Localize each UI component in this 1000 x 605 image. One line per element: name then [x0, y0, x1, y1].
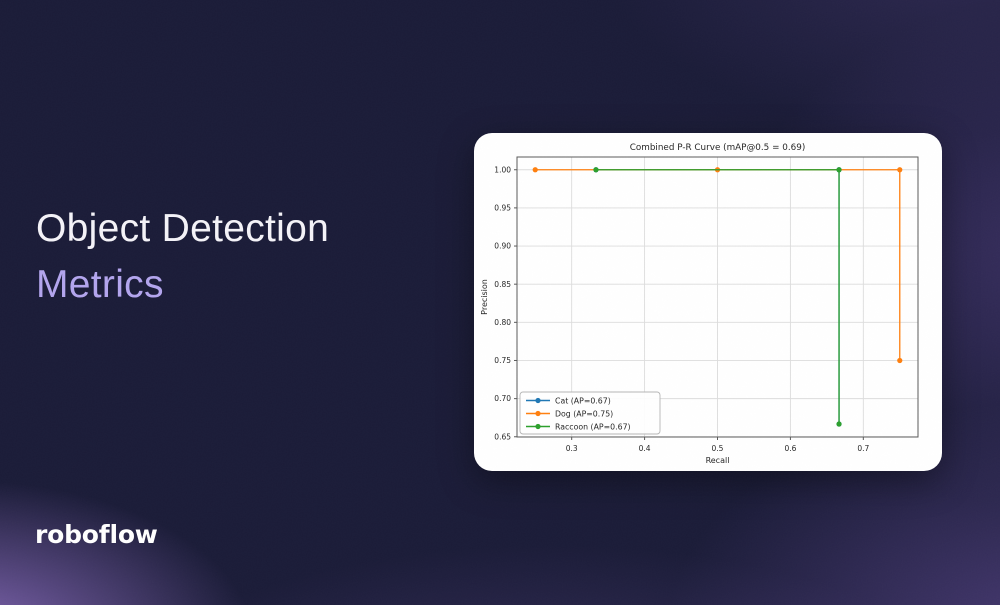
svg-text:0.75: 0.75: [494, 356, 511, 365]
svg-text:Raccoon (AP=0.67): Raccoon (AP=0.67): [555, 422, 631, 431]
chart-card: 0.3 0.4 0.5 0.6 0.7 Recall 0.65 0.70 0.75 0.80 0.8…: [474, 133, 942, 471]
legend-item: Dog (AP=0.75): [526, 409, 613, 418]
svg-text:0.70: 0.70: [494, 394, 511, 403]
svg-text:0.6: 0.6: [784, 444, 796, 453]
svg-text:1.00: 1.00: [494, 165, 511, 174]
x-axis: 0.3 0.4 0.5 0.6 0.7 Recall: [566, 437, 870, 465]
y-axis-label: Precision: [480, 279, 489, 315]
x-axis-label: Recall: [706, 456, 730, 465]
svg-text:Cat (AP=0.67): Cat (AP=0.67): [555, 396, 611, 405]
series-raccoon: [593, 167, 842, 427]
pr-curve-chart: 0.3 0.4 0.5 0.6 0.7 Recall 0.65 0.70 0.75 0.80 0.8…: [480, 143, 919, 465]
svg-text:0.90: 0.90: [494, 242, 511, 251]
legend-item: Raccoon (AP=0.67): [526, 422, 631, 431]
title-line-2: Metrics: [36, 263, 164, 306]
svg-text:0.85: 0.85: [494, 280, 511, 289]
svg-text:0.7: 0.7: [857, 444, 869, 453]
svg-text:0.4: 0.4: [639, 444, 651, 453]
svg-text:0.95: 0.95: [494, 203, 511, 212]
title-line-1: Object Detection: [36, 207, 330, 250]
roboflow-logo: roboflow: [35, 520, 158, 549]
legend-item: Cat (AP=0.67): [526, 396, 611, 405]
svg-text:0.65: 0.65: [494, 432, 511, 441]
chart-title: Combined P-R Curve (mAP@0.5 = 0.69): [630, 143, 806, 153]
slide-title: Object Detection Metrics: [36, 201, 329, 313]
y-axis: 0.65 0.70 0.75 0.80 0.85 0.90 0.95 1.00 Precisio…: [480, 165, 517, 441]
svg-text:0.80: 0.80: [494, 318, 511, 327]
chart-legend: Cat (AP=0.67) Dog (AP=0.75) Raccoon (AP=0.…: [519, 391, 661, 435]
svg-text:0.5: 0.5: [712, 444, 724, 453]
svg-text:Dog (AP=0.75): Dog (AP=0.75): [555, 409, 613, 418]
svg-text:0.3: 0.3: [566, 444, 578, 453]
